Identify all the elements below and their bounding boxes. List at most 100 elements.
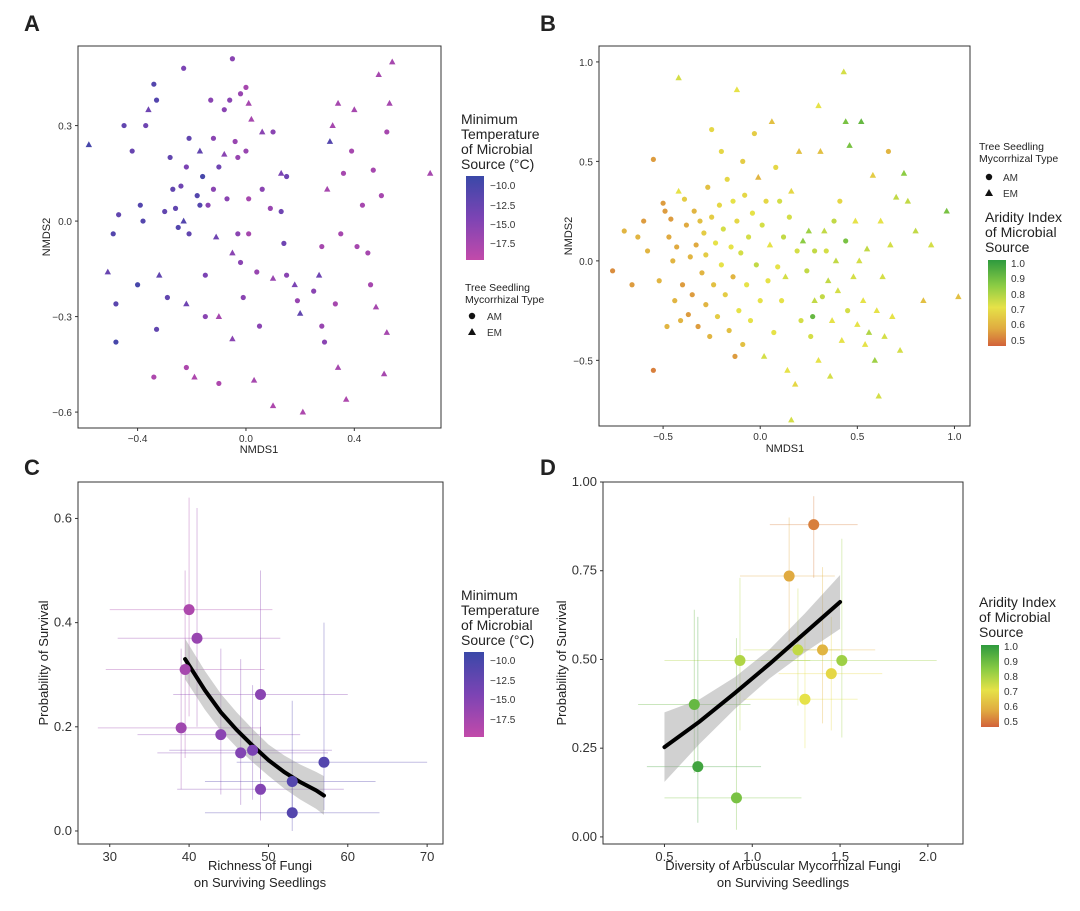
panel-a-point-am [216,380,222,387]
legend-b-em-label: EM [1003,189,1018,200]
panel-b-point-am [742,192,748,198]
panel-b-point-em [817,148,824,154]
panel-b-point-em [675,74,682,81]
legend-b-tick-4: 0.7 [1011,305,1025,316]
legend-a-title-2: Temperature [461,126,540,142]
legend-b-am-label: AM [1003,173,1018,184]
panel-a-point-am [281,240,287,246]
legend-d-tick-6: 0.5 [1004,717,1018,728]
panel-a-point-am [167,154,173,161]
panel-b-point-em [861,341,869,347]
panel-a-point-am [164,294,170,301]
panel-b-point-em [955,293,962,300]
panel-a-point-em [212,233,220,240]
legend-d-title-1: Aridity Index [979,594,1056,610]
panel-b-point-em [755,173,762,180]
panel-b-point-am [689,292,695,298]
panel-d-legend: Aridity Index of Microbial Source 1.0 0.… [979,594,1056,728]
panel-b-point-am [621,228,627,234]
panel-a-point-am [319,243,325,250]
panel-a-point-em [145,106,152,113]
panel-a-plot: −0.4 0.0 0.4 0.3 0.0 −0.3 −0.6 [52,56,434,445]
panel-a-point-em [156,271,163,278]
panel-a-point-am [367,282,374,288]
panel-b-point-em [795,148,803,154]
panel-label-c: C [24,455,40,480]
panel-a-point-am [208,97,214,103]
panel-a-point-am [172,205,179,211]
panel-d-ytick-label: 0.50 [572,651,597,666]
panel-a-point-am [216,164,222,170]
panel-b-point-am [740,341,746,348]
panel-c-xtick-label: 40 [182,849,196,864]
panel-b-point-am [730,198,736,204]
panel-a-frame [77,45,442,429]
panel-a-point-em [426,169,434,176]
panel-a-point-am [143,122,149,129]
panel-b-point-em [815,356,822,363]
legend-a-tick-4: −17.5 [490,239,516,250]
panel-a-point-am [162,208,168,215]
panel-a-point-am [256,323,263,329]
panel-b-point-am [709,126,715,133]
panel-a-point-em [259,128,266,135]
panel-b-point-am [738,250,744,256]
panel-c-point [286,775,298,787]
panel-b-point-am [666,234,672,240]
panel-b-point-em [889,313,896,319]
panel-b-point-em [877,217,884,224]
panel-b-point-em [788,416,795,423]
panel-d-xtick-label: 1.0 [743,849,761,864]
panel-b-point-am [763,198,769,204]
panel-a-point-em [85,141,93,148]
legend-d-title-2: of Microbial [979,609,1051,625]
panel-b-point-am [711,282,717,288]
legend-a-tick-1: −10.0 [490,181,516,192]
legend-d-tick-1: 1.0 [1004,642,1018,653]
panel-b-point-am [794,248,800,254]
panel-b-point-am [709,214,715,220]
panel-label-a: A [24,11,40,36]
panel-b-point-am [786,214,792,220]
panel-a-point-em [380,370,388,377]
panel-a-point-em [372,303,380,310]
legend-a-colorbar [466,176,484,260]
panel-a-point-em [315,271,323,278]
panel-a-xlabel: NMDS1 [240,444,279,456]
panel-b-point-em [904,197,912,204]
panel-b-point-am [650,367,656,373]
panel-c-point [255,783,266,795]
panel-d-ytick-label: 0.25 [572,740,597,755]
panel-b-point-em [887,241,894,248]
panel-a-point-em [334,364,342,370]
panel-a-point-am [210,186,217,192]
panel-b-point-em [815,102,822,109]
panel-a-point-em [229,249,236,256]
panel-b-point-em [859,297,867,304]
panel-b-point-am [650,156,656,163]
panel-b-point-am [718,262,724,268]
panel-a-point-em [324,185,331,192]
panel-b-point-am [771,329,777,336]
panel-a-point-am [113,339,119,345]
legend-d-tick-2: 0.9 [1004,657,1018,668]
panel-d-point [825,668,837,680]
panel-a-point-am [340,170,347,176]
panel-a-point-am [283,272,290,278]
panel-a-legend: Minimum Temperature of Microbial Source … [461,111,544,339]
panel-d-point [783,570,795,582]
panel-b-point-em [869,171,877,178]
panel-b-point-am [660,200,666,206]
panel-b-point-em [881,333,888,339]
panel-c-plot: 30 40 50 60 70 0.0 0.2 0.4 0.6 [54,497,434,864]
panel-b-point-am [736,308,742,314]
panel-a-point-am [354,243,360,250]
panel-d-point [692,761,704,773]
panel-d-xtick-label: 0.5 [655,849,673,864]
legend-c-tick-1: −10.0 [490,656,516,667]
panel-label-b: B [540,11,556,36]
panel-a-point-em [342,395,350,402]
panel-a-point-em [291,281,298,288]
panel-b-point-am [808,333,814,340]
